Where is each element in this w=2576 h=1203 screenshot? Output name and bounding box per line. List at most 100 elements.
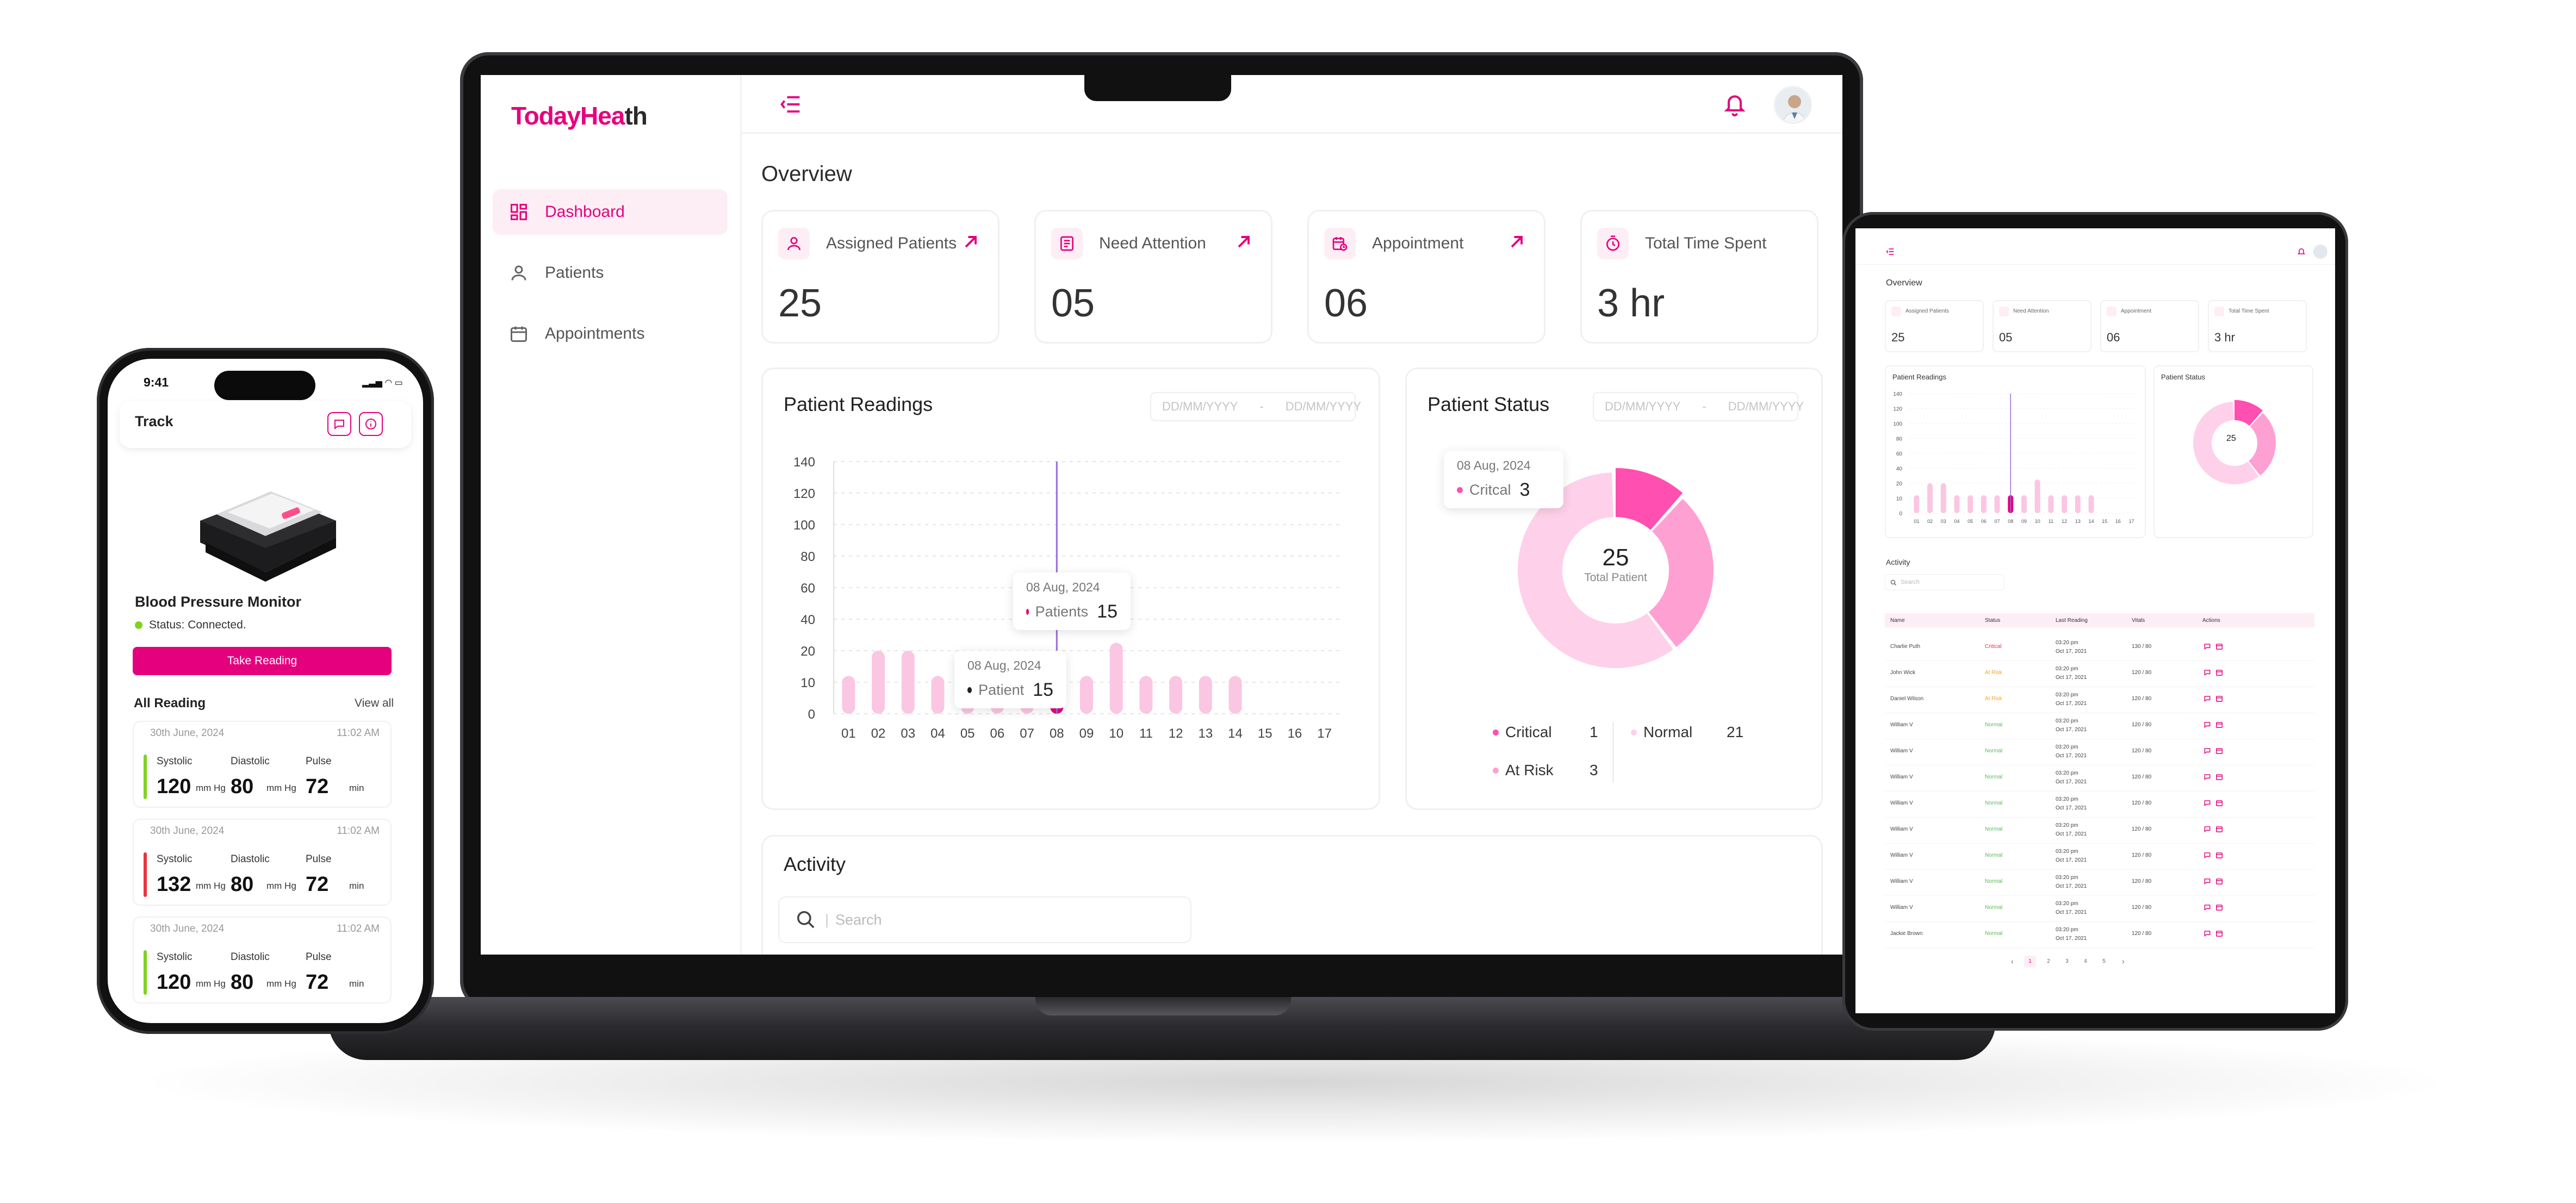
calendar-icon[interactable]	[2215, 643, 2223, 653]
calendar-icon[interactable]	[2215, 903, 2223, 914]
bar[interactable]	[1954, 495, 1960, 513]
chat-bubble-icon[interactable]	[2203, 773, 2211, 783]
table-row[interactable]: Charlie Puth Critical 03:20 pm Oct 17, 2021…	[1885, 635, 2314, 661]
bar[interactable]	[2048, 495, 2054, 513]
chat-bubble-icon[interactable]	[2203, 721, 2211, 731]
calendar-icon[interactable]	[2215, 877, 2223, 888]
bar[interactable]	[1994, 495, 2000, 513]
table-row[interactable]: William V Normal 03:20 pm Oct 17, 2021 120 /…	[1885, 818, 2314, 844]
page-button[interactable]: 4	[2084, 958, 2087, 964]
avatar[interactable]	[1774, 86, 1812, 124]
donut-slice[interactable]	[2234, 400, 2263, 426]
bar[interactable]	[842, 676, 855, 714]
bar[interactable]	[1228, 676, 1242, 714]
calendar-icon[interactable]	[2215, 721, 2223, 731]
bar[interactable]	[1981, 495, 1987, 513]
bar[interactable]	[872, 651, 885, 714]
collapse-menu-icon[interactable]	[1886, 248, 1895, 255]
prev-page-icon[interactable]: ‹	[2011, 957, 2014, 965]
reading-card[interactable]: 30th June, 2024 11:02 AM Systolic Diastolic…	[133, 721, 392, 808]
date-range-picker[interactable]: DD/MM/YYYY - DD/MM/YYYY	[1593, 392, 1804, 421]
bell-icon[interactable]	[2297, 247, 2306, 257]
bar[interactable]	[1914, 495, 1920, 513]
bar[interactable]	[1169, 676, 1183, 714]
chat-bubble-icon[interactable]	[2203, 930, 2211, 940]
page-button[interactable]: 5	[2102, 958, 2106, 964]
table-row[interactable]: William V Normal 03:20 pm Oct 17, 2021 120 /…	[1885, 870, 2314, 896]
calendar-icon[interactable]	[2215, 825, 2223, 836]
table-row[interactable]: Jackie Brown Normal 03:20 pm Oct 17, 2021 12…	[1885, 922, 2314, 948]
page-button[interactable]: 2	[2047, 958, 2050, 964]
bell-icon[interactable]	[1723, 91, 1747, 117]
bar[interactable]	[1139, 676, 1153, 714]
table-row[interactable]: William V Normal 03:20 pm Oct 17, 2021 120 /…	[1885, 844, 2314, 870]
arrow-up-right-icon[interactable]	[961, 232, 980, 252]
sidebar-item-appointments[interactable]: Appointments	[493, 311, 728, 357]
donut-slice[interactable]	[1648, 498, 1714, 647]
tablet-stat-card[interactable]: Assigned Patients 25	[1885, 300, 1984, 352]
next-page-icon[interactable]: ›	[2122, 957, 2125, 965]
bar[interactable]	[1940, 483, 1946, 513]
chat-bubble-icon[interactable]	[2203, 695, 2211, 705]
table-row[interactable]: William V Normal 03:20 pm Oct 17, 2021 120 /…	[1885, 739, 2314, 765]
donut-slice[interactable]	[1518, 472, 1673, 668]
stat-card-total-time[interactable]: Total Time Spent 3 hr	[1580, 210, 1818, 344]
table-row[interactable]: William V Normal 03:20 pm Oct 17, 2021 120 /…	[1885, 765, 2314, 791]
donut-slice[interactable]	[2193, 402, 2259, 484]
table-row[interactable]: William V Normal 03:20 pm Oct 17, 2021 120 /…	[1885, 896, 2314, 922]
bar[interactable]	[2062, 495, 2068, 513]
calendar-icon[interactable]	[2215, 747, 2223, 757]
info-button[interactable]	[359, 412, 383, 436]
chat-bubble-icon[interactable]	[2203, 643, 2211, 653]
chat-bubble-icon[interactable]	[2203, 903, 2211, 914]
chat-button[interactable]	[327, 412, 351, 436]
table-row[interactable]: Daniel Wilson At Risk 03:20 pm Oct 17, 2021…	[1885, 687, 2314, 713]
chat-bubble-icon[interactable]	[2203, 851, 2211, 862]
page-button[interactable]: 3	[2065, 958, 2069, 964]
take-reading-button[interactable]: Take Reading	[133, 647, 392, 675]
tablet-stat-card[interactable]: Appointment 06	[2100, 300, 2199, 352]
sidebar-item-dashboard[interactable]: Dashboard	[493, 189, 728, 235]
calendar-icon[interactable]	[2215, 695, 2223, 705]
arrow-up-right-icon[interactable]	[1507, 232, 1526, 252]
stat-card-need-attention[interactable]: Need Attention 05	[1034, 210, 1273, 344]
page-button[interactable]: 1	[2024, 956, 2036, 968]
brand-logo[interactable]: TodayHeath	[511, 101, 648, 130]
arrow-up-right-icon[interactable]	[1234, 232, 1253, 252]
bar[interactable]	[1109, 643, 1123, 714]
bar[interactable]	[1967, 495, 1973, 513]
donut-slice[interactable]	[1616, 468, 1683, 530]
calendar-icon[interactable]	[2215, 773, 2223, 783]
chat-bubble-icon[interactable]	[2203, 877, 2211, 888]
chat-bubble-icon[interactable]	[2203, 825, 2211, 836]
table-row[interactable]: William V Normal 03:20 pm Oct 17, 2021 120 /…	[1885, 713, 2314, 739]
calendar-icon[interactable]	[2215, 930, 2223, 940]
stat-card-assigned-patients[interactable]: Assigned Patients 25	[761, 210, 1000, 344]
reading-card[interactable]: 30th June, 2024 11:02 AM Systolic Diastolic…	[133, 819, 392, 906]
chat-bubble-icon[interactable]	[2203, 747, 2211, 757]
tablet-stat-card[interactable]: Total Time Spent 3 hr	[2208, 300, 2307, 352]
search-input[interactable]: | Search	[778, 896, 1191, 943]
bar[interactable]	[2034, 479, 2040, 513]
table-row[interactable]: William V Normal 03:20 pm Oct 17, 2021 120 /…	[1885, 791, 2314, 818]
chat-bubble-icon[interactable]	[2203, 669, 2211, 679]
tablet-stat-card[interactable]: Need Attention 05	[1992, 300, 2091, 352]
bar[interactable]	[1080, 676, 1093, 714]
collapse-menu-icon[interactable]	[780, 95, 802, 114]
date-range-picker[interactable]: DD/MM/YYYY - DD/MM/YYYY	[1150, 392, 1361, 421]
calendar-icon[interactable]	[2215, 851, 2223, 862]
stat-card-appointment[interactable]: Appointment 06	[1307, 210, 1545, 344]
table-row[interactable]: John Wick At Risk 03:20 pm Oct 17, 2021 120 …	[1885, 661, 2314, 687]
avatar[interactable]	[2313, 245, 2327, 259]
bar[interactable]	[931, 676, 945, 714]
bar[interactable]	[2021, 495, 2027, 513]
reading-card[interactable]: 30th June, 2024 11:02 AM Systolic Diastolic…	[133, 917, 392, 1003]
bar[interactable]	[1927, 483, 1933, 513]
chat-bubble-icon[interactable]	[2203, 799, 2211, 809]
view-all-link[interactable]: View all	[355, 697, 394, 709]
bar[interactable]	[1199, 676, 1212, 714]
calendar-icon[interactable]	[2215, 799, 2223, 809]
bar[interactable]	[2088, 495, 2094, 513]
search-input[interactable]: Search	[1885, 574, 2004, 590]
sidebar-item-patients[interactable]: Patients	[493, 250, 728, 296]
